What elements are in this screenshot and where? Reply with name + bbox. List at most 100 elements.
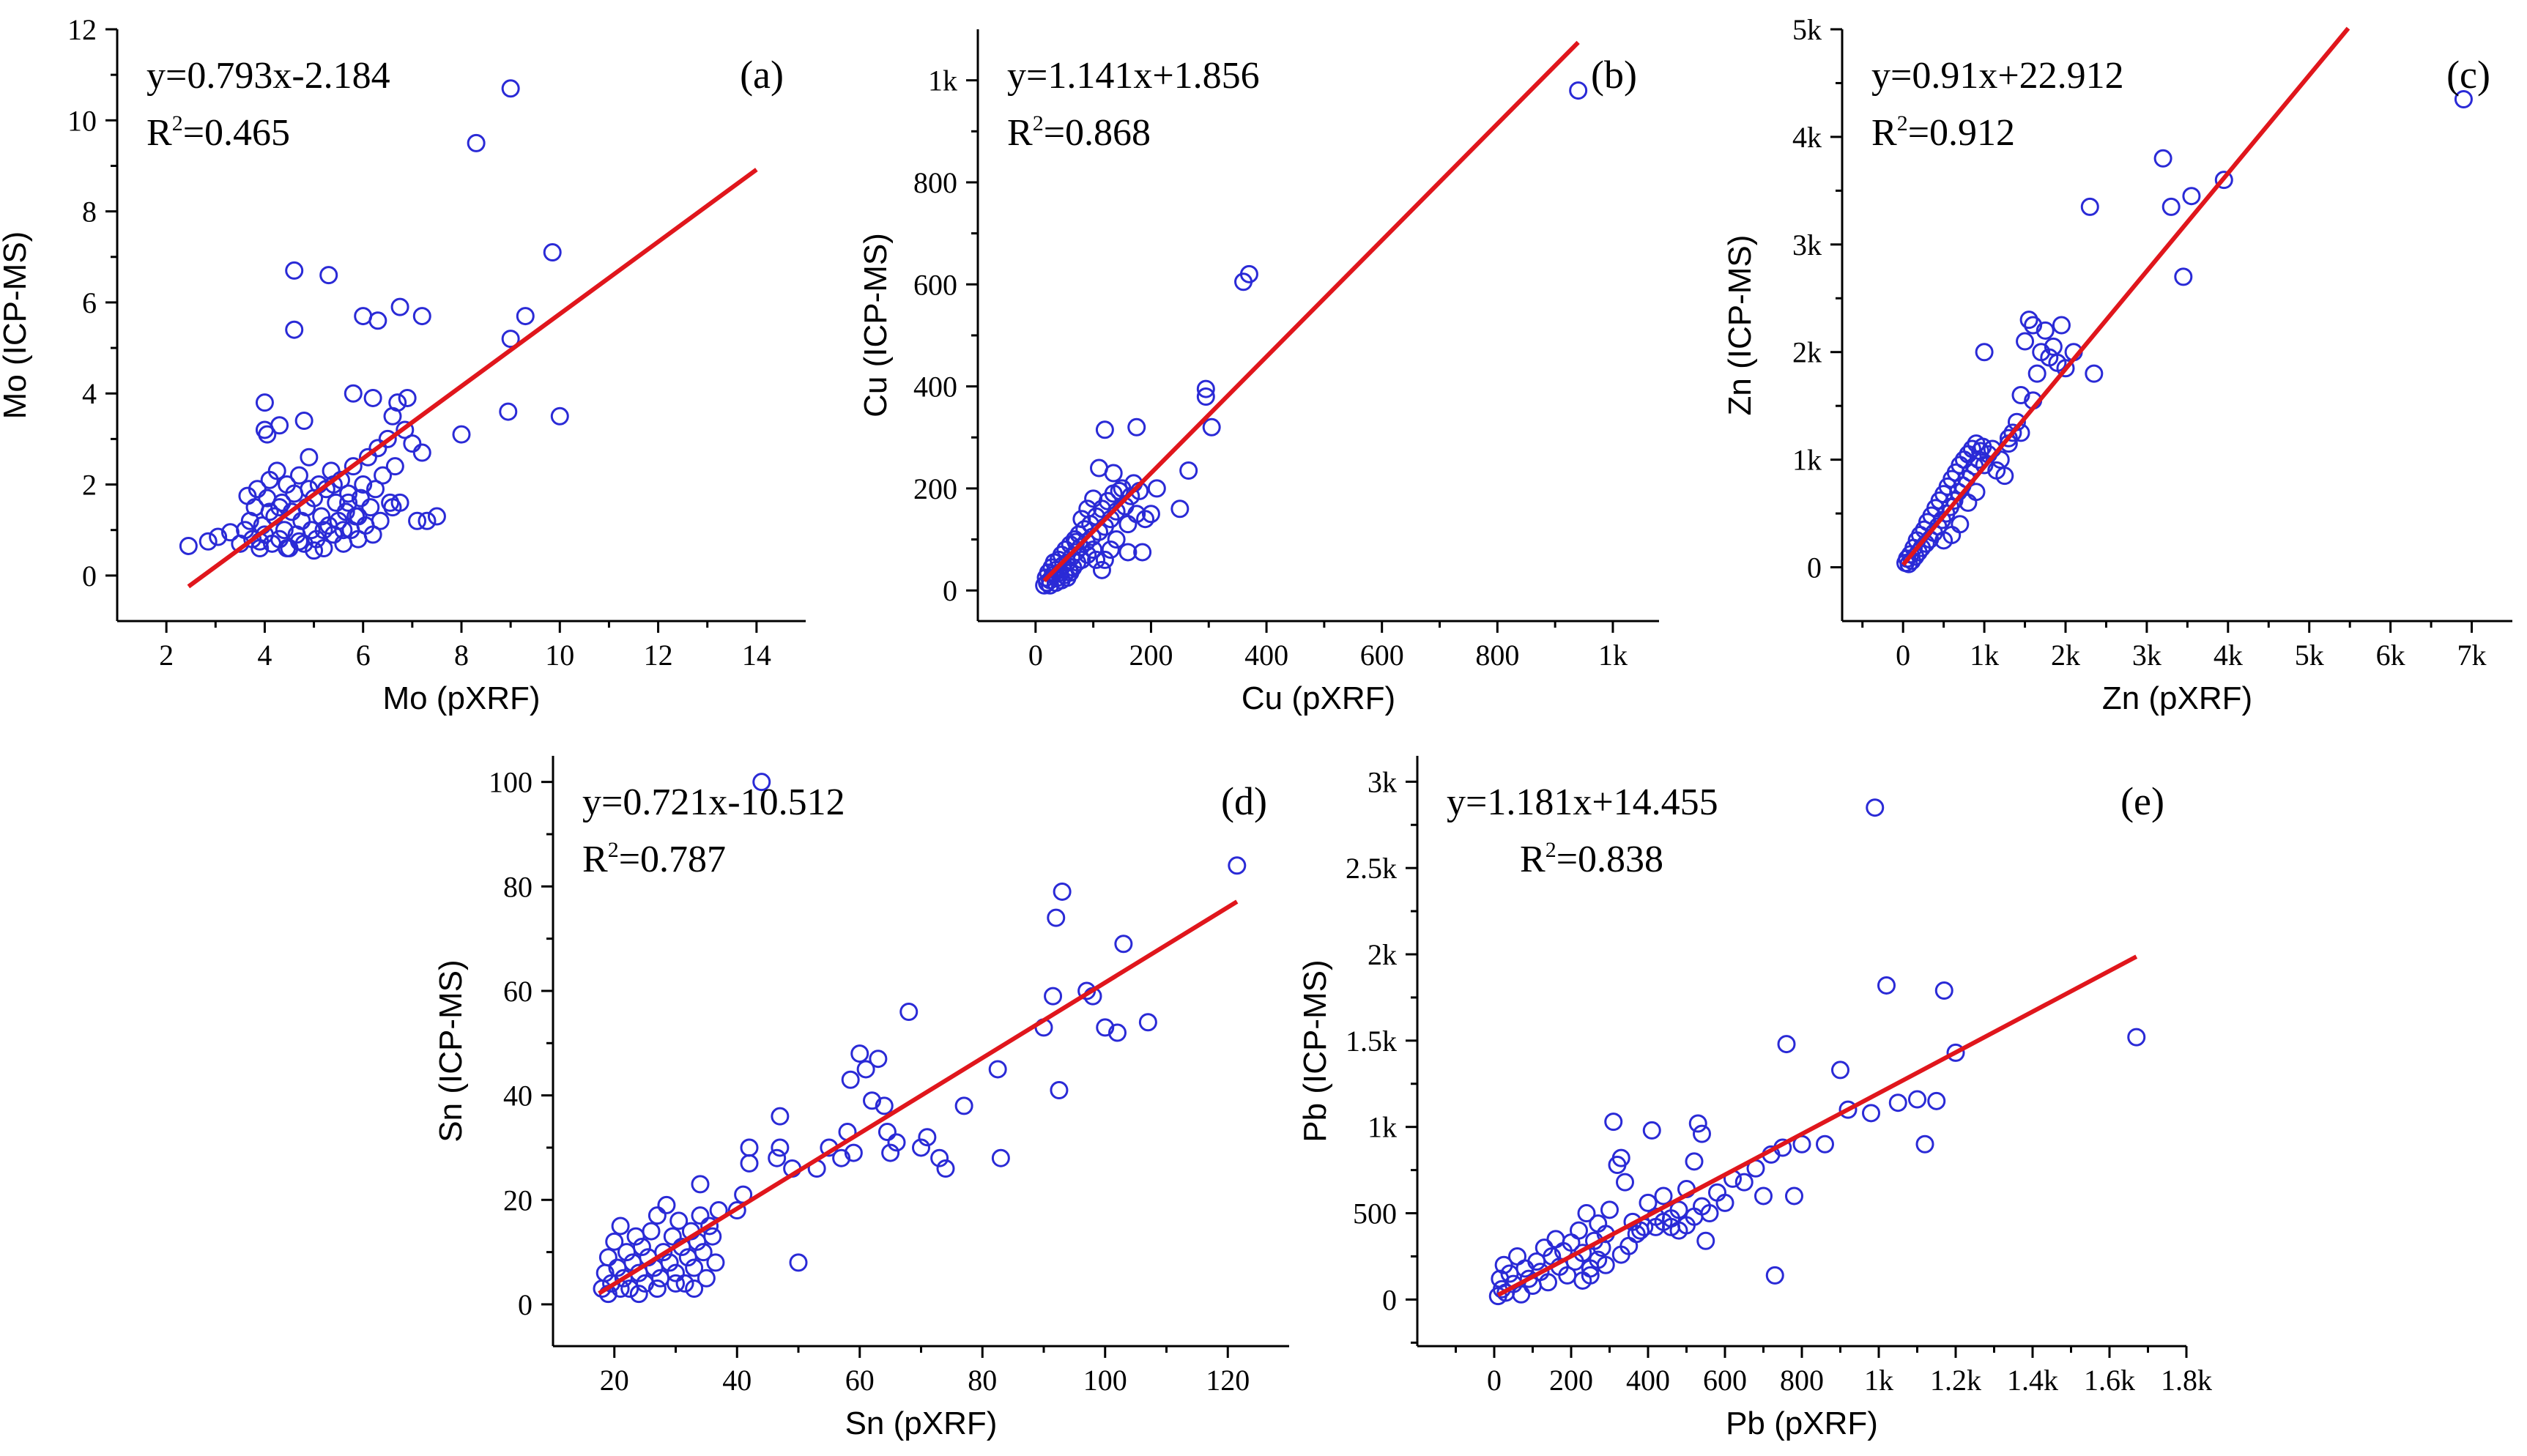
data-point xyxy=(327,493,346,512)
panel-e: 0 200 400 600 800 1k 1.2k 1.4k 1.6k 1.8k 0 500 1k 1.5… xyxy=(1297,756,2212,1441)
y-tick-label: 3k xyxy=(1792,229,1822,261)
x-tick-label: 1.8k xyxy=(2161,1364,2212,1397)
data-point xyxy=(685,1258,704,1277)
data-point xyxy=(403,434,422,453)
panel-label: (b) xyxy=(1591,53,1637,97)
data-point xyxy=(912,1138,930,1157)
fit-line xyxy=(1901,26,2350,567)
data-point xyxy=(657,1195,676,1214)
x-axis-label: Pb (pXRF) xyxy=(1726,1405,1878,1441)
data-point xyxy=(1239,264,1258,283)
y-tick-label: 4 xyxy=(82,377,97,410)
data-point xyxy=(374,466,393,485)
data-point xyxy=(1539,1273,1557,1292)
y-tick-label: 100 xyxy=(489,766,533,799)
data-point xyxy=(270,498,289,517)
data-point xyxy=(598,1248,617,1267)
data-point xyxy=(1104,464,1123,483)
data-point xyxy=(771,1107,790,1126)
data-point xyxy=(499,402,518,421)
x-tick-label: 200 xyxy=(1549,1364,1593,1397)
data-point xyxy=(1577,1204,1596,1223)
data-point xyxy=(179,536,198,555)
x-tick-label: 4k xyxy=(2214,639,2243,672)
data-point xyxy=(398,388,417,407)
panel-c: 0 1k 2k 3k 4k 5k 6k 7k 0 1k 2k 3k 4k 5k Zn (pXRF) Zn (I… xyxy=(1722,13,2512,716)
data-point xyxy=(1685,1152,1704,1171)
data-point xyxy=(1047,908,1066,927)
data-point xyxy=(378,429,397,448)
data-point xyxy=(390,297,409,316)
data-point xyxy=(305,541,324,560)
data-point xyxy=(238,486,257,505)
data-point xyxy=(388,393,407,412)
data-point xyxy=(1196,387,1215,406)
fit-line xyxy=(187,168,758,589)
data-point xyxy=(1693,1124,1711,1143)
data-point xyxy=(322,461,341,480)
data-point xyxy=(1927,1091,1946,1110)
data-point xyxy=(467,133,486,152)
fit-line xyxy=(1042,40,1580,583)
data-point xyxy=(832,1148,851,1167)
data-point xyxy=(1754,1186,1773,1206)
data-point xyxy=(1693,1197,1711,1216)
data-point xyxy=(302,521,321,540)
x-axis-label: Zn (pXRF) xyxy=(2102,680,2252,716)
y-tick-label: 600 xyxy=(913,268,957,301)
data-point xyxy=(1616,1173,1634,1192)
data-point xyxy=(632,1237,651,1256)
data-point xyxy=(602,1274,621,1293)
x-tick-label: 10 xyxy=(545,639,574,672)
data-point xyxy=(740,1154,759,1173)
y-tick-label: 60 xyxy=(503,975,533,1008)
data-point xyxy=(267,461,286,480)
x-tick-label: 40 xyxy=(722,1364,752,1397)
data-point xyxy=(1133,543,1152,562)
data-point xyxy=(669,1211,689,1230)
data-point xyxy=(412,307,431,326)
data-point xyxy=(2214,171,2233,190)
x-tick-label: 0 xyxy=(1487,1364,1502,1397)
data-point xyxy=(2454,89,2473,108)
x-axis-label: Mo (pXRF) xyxy=(382,680,540,716)
data-point xyxy=(1107,530,1126,549)
data-point xyxy=(368,311,387,330)
data-point xyxy=(1908,1090,1926,1109)
data-point xyxy=(1092,560,1111,579)
data-point xyxy=(1170,499,1190,519)
data-point xyxy=(654,1243,673,1262)
data-point xyxy=(875,1096,894,1115)
equation-text: y=1.181x+14.455 xyxy=(1447,781,1718,823)
data-point xyxy=(1110,481,1129,500)
data-point xyxy=(1078,499,1097,519)
y-axis-label: Sn (ICP-MS) xyxy=(433,959,469,1142)
data-point xyxy=(1072,550,1091,569)
data-point xyxy=(1179,461,1198,480)
data-point xyxy=(1061,563,1080,582)
r-squared-text: R2=0.838 xyxy=(1520,838,1663,880)
data-point xyxy=(685,1279,704,1299)
y-tick-label: 10 xyxy=(67,104,97,137)
y-tick-label: 40 xyxy=(503,1080,533,1113)
data-point xyxy=(336,502,355,521)
data-point xyxy=(1228,856,1247,875)
data-point xyxy=(694,1243,713,1262)
y-tick-label: 20 xyxy=(503,1184,533,1217)
equation-text: y=1.141x+1.856 xyxy=(1007,55,1260,97)
data-point xyxy=(314,539,333,558)
data-point xyxy=(667,1263,685,1282)
data-point xyxy=(349,507,368,526)
y-tick-label: 4k xyxy=(1792,121,1822,154)
data-point xyxy=(1999,428,2018,447)
x-tick-label: 400 xyxy=(1626,1364,1670,1397)
data-point xyxy=(383,498,402,517)
r-squared-text: R2=0.465 xyxy=(146,111,290,154)
data-point xyxy=(2153,149,2172,168)
data-point xyxy=(209,527,228,546)
data-point xyxy=(289,466,308,485)
data-point xyxy=(706,1253,725,1272)
data-point xyxy=(1915,1134,1934,1154)
data-point xyxy=(1596,1255,1615,1274)
